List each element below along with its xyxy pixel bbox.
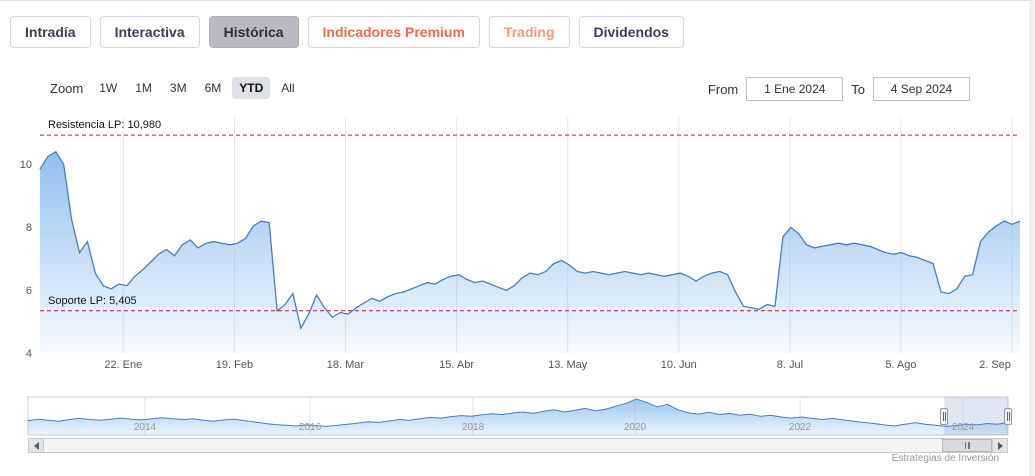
scrollbar-left-button[interactable] [29, 439, 44, 452]
x-axis-label: 22. Ene [104, 359, 143, 371]
annotation-label: Soporte LP: 5,405 [48, 294, 137, 307]
range-button-ytd[interactable]: YTD [232, 77, 271, 99]
x-axis-label: 18. Mar [326, 359, 365, 371]
range-button-all[interactable]: All [281, 81, 295, 95]
x-axis-label: 5. Ago [885, 359, 917, 371]
handle-grip-icon [942, 412, 946, 421]
tab-historica[interactable]: Histórica [208, 16, 299, 48]
navigator-area-series [28, 399, 1008, 435]
zoom-toolbar: Zoom 1W 1M 3M 6M YTD All [50, 77, 302, 99]
to-date-input[interactable] [873, 77, 970, 101]
x-axis-label: 2. Sep [979, 359, 1011, 371]
handle-grip-icon [1006, 412, 1010, 421]
y-axis-label: 8 [25, 222, 32, 234]
scrollbar-track[interactable] [44, 439, 992, 452]
navigator-right-handle[interactable] [1004, 408, 1012, 425]
scrollbar-right-button[interactable] [992, 439, 1007, 452]
from-date-input[interactable] [746, 77, 844, 101]
arrow-left-icon [33, 441, 39, 450]
navigator-outline [27, 396, 1009, 436]
arrow-right-icon [997, 441, 1003, 450]
tab-trading[interactable]: Trading [488, 16, 570, 48]
navigator-year-label: 2014 [133, 422, 157, 433]
range-button-1w[interactable]: 1W [99, 81, 118, 95]
grip-icon [964, 442, 970, 449]
price-line-series [39, 150, 1021, 330]
navigator-year-label: 2018 [461, 422, 485, 433]
x-axis-label: 19. Feb [215, 359, 254, 371]
navigator-left-handle[interactable] [940, 408, 949, 425]
x-axis-label: 10. Jun [660, 359, 697, 371]
tab-dividendos[interactable]: Dividendos [578, 16, 684, 48]
range-button-6m[interactable]: 6M [204, 81, 222, 95]
navigator-year-label: 2022 [788, 422, 812, 433]
y-axis-label: 10 [19, 159, 32, 171]
chart-tabs: Intradía Interactiva Histórica Indicador… [10, 16, 684, 48]
scrollbar-thumb[interactable] [942, 439, 992, 452]
x-axis-label: 15. Abr [439, 359, 475, 371]
price-area-series [40, 151, 1020, 353]
navigator-year-label: 2016 [298, 422, 322, 433]
navigator-selection [944, 397, 1008, 435]
y-axis-label: 4 [25, 348, 32, 360]
date-range-controls: From To [708, 77, 970, 101]
range-button-3m[interactable]: 3M [169, 81, 187, 95]
attribution-text: Estrategias de Inversión [891, 453, 999, 464]
x-axis-label: 13. May [548, 359, 588, 371]
x-axis-label: 8. Jul [776, 359, 804, 371]
navigator-scrollbar [28, 438, 1008, 453]
tab-intradia[interactable]: Intradía [10, 16, 91, 48]
annotation-label: Resistencia LP: 10,980 [48, 119, 162, 132]
navigator-line-series [27, 398, 1009, 427]
tab-interactiva[interactable]: Interactiva [99, 16, 200, 48]
tab-indicadores-premium[interactable]: Indicadores Premium [307, 16, 480, 48]
to-label: To [851, 81, 865, 97]
navigator-year-label: 2020 [623, 422, 647, 433]
from-label: From [707, 81, 739, 97]
range-button-1m[interactable]: 1M [135, 81, 152, 95]
zoom-label: Zoom [50, 80, 84, 96]
y-axis-label: 6 [25, 285, 32, 297]
